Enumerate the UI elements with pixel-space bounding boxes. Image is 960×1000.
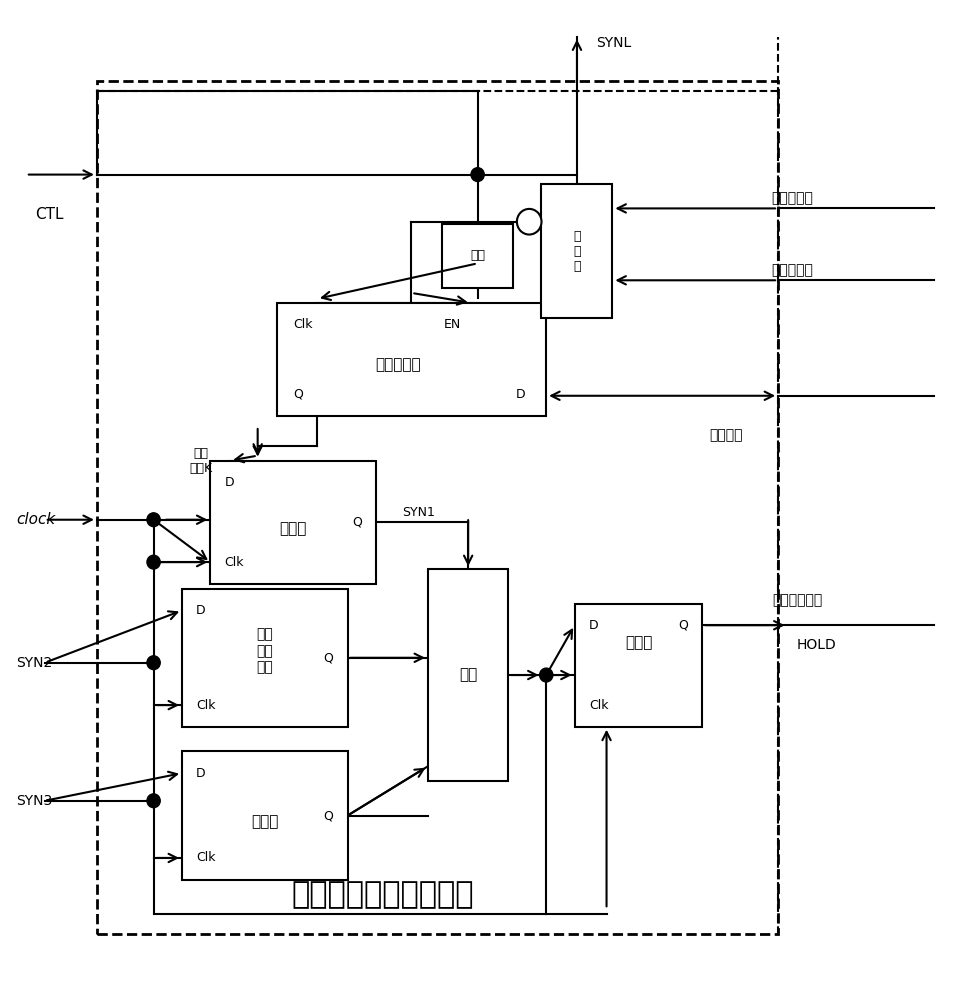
Text: Clk: Clk	[294, 318, 313, 331]
Bar	[428, 569, 509, 781]
Text: D: D	[196, 604, 205, 617]
Circle shape	[147, 513, 160, 527]
Text: 写控制信号: 写控制信号	[771, 263, 813, 277]
Text: Q: Q	[352, 516, 362, 529]
Text: Q: Q	[294, 388, 303, 401]
Text: SYN1: SYN1	[402, 506, 435, 519]
Bar	[182, 589, 348, 727]
Text: 分频器: 分频器	[279, 521, 307, 536]
Circle shape	[516, 209, 541, 235]
Text: Clk: Clk	[588, 699, 609, 712]
Text: Q: Q	[324, 651, 333, 664]
Text: 逻辑
处理
单元: 逻辑 处理 单元	[256, 628, 274, 674]
Text: EN: EN	[444, 318, 461, 331]
Text: 输出保持信号: 输出保持信号	[772, 594, 822, 608]
Text: 读控制信号: 读控制信号	[771, 192, 813, 206]
Text: clock: clock	[16, 512, 56, 527]
Text: D: D	[516, 388, 525, 401]
Text: 或门: 或门	[459, 668, 477, 683]
Bar	[97, 81, 778, 934]
Text: Clk: Clk	[196, 851, 216, 864]
Text: Q: Q	[324, 809, 333, 822]
Text: 控制寄存器: 控制寄存器	[375, 358, 420, 373]
Text: D: D	[196, 767, 205, 780]
Text: Clk: Clk	[225, 556, 244, 569]
Text: 延时器: 延时器	[625, 635, 652, 650]
Text: 同步器: 同步器	[252, 814, 278, 829]
Bar	[210, 461, 376, 584]
Text: SYNL: SYNL	[596, 36, 631, 50]
Text: 数据总线: 数据总线	[709, 428, 743, 442]
Bar	[182, 751, 348, 880]
Text: D: D	[225, 476, 234, 489]
Bar	[575, 604, 703, 727]
Text: HOLD: HOLD	[797, 638, 837, 652]
Circle shape	[471, 168, 484, 181]
Bar	[276, 303, 546, 416]
Circle shape	[147, 656, 160, 670]
Circle shape	[147, 555, 160, 569]
Circle shape	[147, 794, 160, 808]
Bar	[541, 184, 612, 318]
Circle shape	[540, 668, 553, 682]
Text: D: D	[588, 619, 598, 632]
Text: SYN2: SYN2	[16, 656, 53, 670]
Text: SYN3: SYN3	[16, 794, 53, 808]
Text: 与门: 与门	[470, 249, 485, 262]
Bar	[443, 224, 513, 288]
Text: 与
非
门: 与 非 门	[573, 230, 581, 273]
Text: 同步锁存信号产生模块: 同步锁存信号产生模块	[292, 880, 474, 909]
Text: CTL: CTL	[36, 207, 63, 222]
Text: 分频
系数K: 分频 系数K	[189, 447, 212, 475]
Text: Q: Q	[679, 619, 688, 632]
Text: Clk: Clk	[196, 699, 216, 712]
